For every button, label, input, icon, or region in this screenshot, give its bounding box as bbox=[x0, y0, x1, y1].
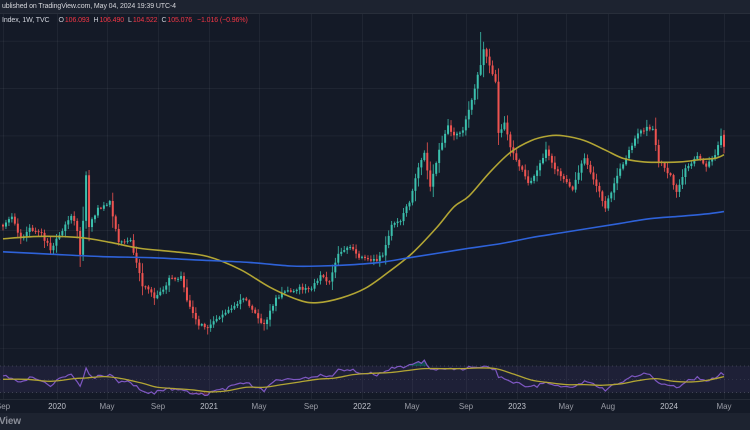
time-axis-label-2020: 2020 bbox=[48, 402, 66, 411]
legend-high-label: H bbox=[93, 16, 99, 24]
time-axis-label-aug: Aug bbox=[600, 402, 616, 411]
symbol-title: Index, 1W, TVC bbox=[2, 16, 50, 24]
time-axis-label-2023: 2023 bbox=[508, 402, 526, 411]
time-axis-label-may: May bbox=[99, 402, 115, 411]
bottom-bar: View bbox=[0, 413, 750, 430]
rsi-ma-line bbox=[2, 367, 725, 393]
time-axis-label-sep: Sep bbox=[303, 402, 319, 411]
sma-200w-line bbox=[2, 210, 725, 268]
legend-change-value: −1.016 (−0.96%) bbox=[197, 16, 248, 24]
tradingview-watermark[interactable]: View bbox=[0, 416, 21, 427]
time-axis-label-2021: 2021 bbox=[200, 402, 218, 411]
legend-low-label: L bbox=[128, 16, 132, 24]
published-bar: ublished on TradingView.com, May 04, 202… bbox=[0, 0, 750, 14]
legend-high-value: 106.490 bbox=[99, 16, 125, 24]
time-axis-label-may: May bbox=[558, 402, 574, 411]
time-axis-label-2024: 2024 bbox=[660, 402, 678, 411]
time-axis-label-may: May bbox=[716, 402, 732, 411]
published-text: ublished on TradingView.com, May 04, 202… bbox=[2, 3, 176, 10]
legend-open-value: 106.093 bbox=[64, 16, 90, 24]
legend-close-label: C bbox=[161, 16, 167, 24]
legend-low-value: 104.522 bbox=[132, 16, 158, 24]
legend-close-value: 105.076 bbox=[167, 16, 193, 24]
ohlc-legend: Index, 1W, TVC O 106.093 H 106.490 L 104… bbox=[2, 15, 248, 25]
rsi-pane bbox=[0, 359, 750, 397]
sma-50w-line bbox=[2, 134, 725, 304]
time-axis-label-2022: 2022 bbox=[353, 402, 371, 411]
time-axis-label-may: May bbox=[251, 402, 267, 411]
time-axis-label-sep: Sep bbox=[458, 402, 474, 411]
time-axis[interactable]: Sep 2020 May Sep 2021 May Sep 2022 May Sep 2023 May… bbox=[0, 399, 750, 414]
time-axis-label-may: May bbox=[404, 402, 420, 411]
time-axis-label-sep: Sep bbox=[150, 402, 166, 411]
time-axis-label-sep: Sep bbox=[0, 402, 11, 411]
legend-open-label: O bbox=[58, 16, 64, 24]
